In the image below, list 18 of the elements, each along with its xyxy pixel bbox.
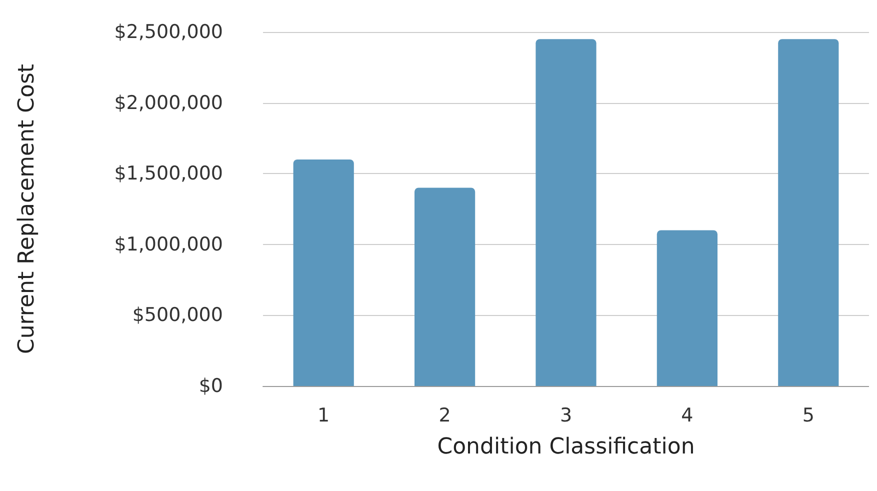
y-tick-label: $500,000 <box>132 304 223 326</box>
x-tick-label: 2 <box>438 404 451 426</box>
y-tick-label: $2,000,000 <box>114 92 223 114</box>
y-tick-label: $1,000,000 <box>114 233 223 256</box>
y-tick-label: $1,500,000 <box>114 162 223 185</box>
bar <box>656 230 718 386</box>
y-axis-title: Current Replacement Cost <box>14 64 40 354</box>
x-axis-title: Condition Classification <box>437 434 695 460</box>
y-tick-label: $2,500,000 <box>114 21 223 43</box>
bar <box>778 39 839 386</box>
x-tick-label: 4 <box>681 404 694 426</box>
y-tick-label: $0 <box>198 375 223 397</box>
bar <box>536 39 596 386</box>
bar <box>293 159 354 386</box>
x-tick-label: 5 <box>802 404 814 426</box>
bar <box>414 188 476 386</box>
x-tick-label: 1 <box>318 404 330 426</box>
x-tick-label: 3 <box>560 404 572 426</box>
